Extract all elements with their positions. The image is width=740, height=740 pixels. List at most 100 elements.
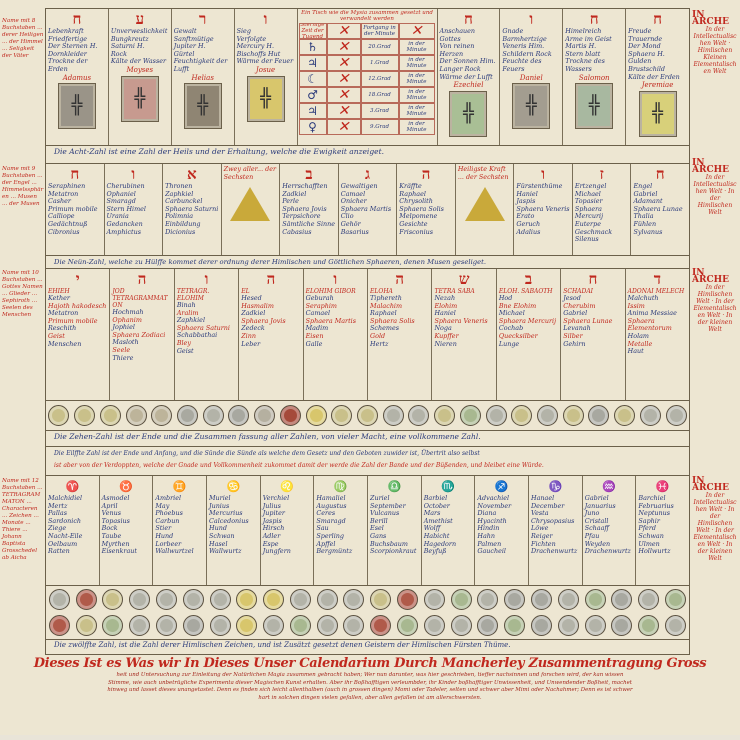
hebrew-letter: ו [529,10,534,28]
text-line: Martis H. [565,42,597,51]
column: ה Kräffte Raphael Chrysolith Sphaera Solis Me… [397,164,456,255]
planet-symbol: ♀ [298,119,327,135]
text-line: Hirsch [262,524,285,533]
column: ב Herrschafften Zadkiel Perle Sphaera Jovis T… [280,164,339,255]
seal-coin-icon [477,588,499,610]
text-line: Bley [176,338,191,347]
text-line: Hund [155,531,174,540]
text-line: Menschen [48,339,82,348]
text-line: Dicionius [165,227,196,236]
seal-coin-icon [562,405,584,426]
text-line: Eisenkraut [101,547,137,556]
seal-coin-icon [102,588,124,610]
row-nine: ח Seraphinen Metatron Casher Primum mobile Ca… [46,164,689,256]
table-cross: ✕ [326,39,361,55]
column: ♍ Hamaliel Augustus Ceres Smaragd Sau Sperling… [314,476,369,585]
text-line: Masloth [112,338,139,347]
hebrew-letter: ח [655,165,665,183]
prophet-name: Josue [255,65,276,74]
column: ♏ Barbiel October Mars Amethist Wolff Habicht H… [422,476,476,585]
seal-coin-icon [382,405,404,426]
seal-coin-icon [485,405,507,426]
column: ו TETRAGR. ELOHIM Binah Aralim Zaphkiel Sphae… [175,269,240,400]
text-line: Juno [584,509,600,518]
seal-coin-icon [584,615,606,636]
seal-coin-icon [639,405,661,426]
text-line: Geruch [516,219,541,228]
text-line: Bock [101,524,118,533]
text-line: Schemes [370,324,400,333]
seal-coin-icon [316,615,338,636]
text-line: Amethist [423,516,453,525]
column: א Thronen Zaphkiel Carbunckel Sphaera Saturn… [163,164,222,255]
footer-line: heit und Untersuchung zur Einleitung der… [116,672,624,678]
minute-label: in der Minute [398,55,435,71]
text-line: Diana [477,509,497,518]
text-line: Mercurius [209,509,243,518]
seal-coin-icon [504,588,526,610]
text-line: Amphictus [106,227,142,236]
seal-coin-icon [151,405,173,426]
zodiac-sign: ♉ [119,480,133,493]
column: ע Unverweslichkeit Bungkreutz Saturni H. Roc… [109,9,172,145]
seal-coin-icon [209,588,231,610]
text-line: Ceres [316,509,336,518]
seal-coin-icon [228,405,250,426]
text-line: Silber [563,331,583,340]
text-line: Levanah [563,324,591,333]
text-line: Jaspis [516,197,536,206]
text-line: Seele [112,345,131,354]
caption-ten: Die Zehen-Zahl ist der Ende und die Zusa… [46,431,689,447]
degree-value: 3.Grad [360,103,399,119]
text-line: Stern blatt [565,49,601,58]
seal-coin-icon [397,615,419,636]
hebrew-letter: ה [395,270,405,288]
text-line: Jungfern [262,547,291,556]
text-line: Hasmalim [241,301,274,310]
text-line: Mercury H. [236,42,275,51]
hebrew-letter: ש [458,270,470,288]
minute-label: in der Minute [398,39,435,55]
text-line: Gewaltigen [340,182,378,190]
column: ח Freude Trauernde Der Mond Sphaera H. Gulde… [626,9,689,145]
column: ב ELOH. SABAOTH Hod Bne Elohim Michael Sphaer… [497,269,562,400]
right-label-text: In der Intellectualischen Welt · In der … [693,492,737,562]
text-line: Zinn [241,331,256,340]
text-line: Wallwurtzel [155,547,194,556]
table-col-head: Fortgang in der Minute [360,23,399,39]
text-line: Melpomene [399,212,438,221]
text-line: Stier [155,524,172,533]
table-grid: Sternige Zeit der Tugend ✕ Fortgang in der… [298,23,436,135]
table-cross: ✕ [326,103,361,119]
seal-coin-icon [263,615,285,636]
text-line: Hindin [477,524,500,533]
zodiac-sign: ♌ [280,480,294,493]
main-table: ח Lebenkraft Friedfertige Der Sternen H. Dor… [45,8,690,655]
text-line: Januarius [584,501,616,510]
seal-coin-icon [450,615,472,636]
seal-coin-icon [289,588,311,610]
text-line: Smaragd [316,516,346,525]
column: ♑ Hanael December Vesta Chrysopasius Löwe Reig… [529,476,583,585]
seal-coin-icon [305,405,327,426]
text-line: Gehirn [563,339,586,348]
hebrew-letter: ב [524,270,533,288]
seal-coin-icon [665,405,687,426]
hebrew-letter: ז [599,165,604,183]
seal-coin-icon [408,405,430,426]
text-line: Saturni H. [110,42,145,51]
text-line: Gans [370,531,387,540]
text-line: Gesichte [399,219,428,228]
text-line: Barchiel [638,494,666,502]
minute-label: in der Minute [398,87,435,103]
right-label-text: In der Intellectualischen Welt · Himlisc… [693,26,737,75]
caption-eleven-line: ist aber von der Verdoppten, welche der … [54,462,544,469]
text-line: Trockne der Erden [48,57,88,73]
seal-coin-icon [434,405,456,426]
text-line: Aralim [176,308,199,317]
footer-line: hart in solchen dingen vielen gefallen, … [258,694,482,701]
seal-coin-icon [638,615,660,636]
planet-symbol: ♄ [298,39,327,55]
divine-name: JOD TETRAGRAMMATON [112,288,168,309]
seal-icon: ╬ [450,91,487,136]
